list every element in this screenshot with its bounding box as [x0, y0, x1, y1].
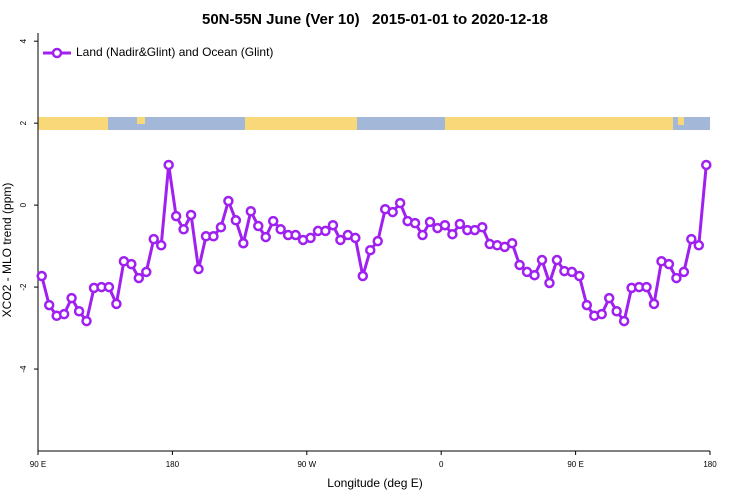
- data-point: [409, 217, 421, 229]
- data-point: [417, 229, 428, 241]
- data-point: [185, 209, 197, 221]
- data-point: [350, 232, 361, 244]
- data-point: [253, 220, 264, 232]
- data-point: [394, 197, 406, 209]
- data-point: [671, 272, 682, 284]
- data-point: [133, 272, 145, 284]
- data-point: [648, 298, 660, 310]
- y-axis-label: XCO2 - MLO trend (ppm): [0, 183, 14, 318]
- land-ocean-strip: [38, 117, 710, 130]
- y-tick-label: -4: [19, 365, 28, 373]
- data-point: [365, 244, 376, 256]
- data-point: [58, 308, 70, 320]
- data-point: [454, 218, 466, 230]
- data-point: [223, 195, 234, 207]
- data-point: [678, 266, 690, 278]
- data-point: [514, 259, 525, 271]
- data-point: [327, 219, 339, 231]
- x-tick-label: 90 E: [567, 460, 583, 469]
- data-point: [686, 233, 697, 245]
- data-point: [267, 215, 279, 227]
- y-tick-label: 4: [19, 38, 28, 43]
- data-point: [43, 299, 55, 311]
- data-point: [73, 306, 85, 317]
- data-point: [36, 270, 47, 282]
- data-point: [663, 258, 675, 270]
- data-point: [529, 269, 540, 281]
- data-point: [208, 231, 219, 242]
- data-point: [641, 281, 652, 293]
- data-point: [148, 233, 159, 245]
- data-point: [574, 270, 585, 282]
- data-point: [126, 258, 137, 270]
- legend-label: Land (Nadir&Glint) and Ocean (Glint): [76, 45, 273, 59]
- data-point: [477, 221, 488, 233]
- y-tick-label: -2: [19, 283, 28, 291]
- data-point: [536, 254, 548, 266]
- data-point: [178, 224, 189, 235]
- data-point: [66, 292, 77, 304]
- data-point: [215, 221, 227, 233]
- y-tick-label: 0: [19, 202, 28, 207]
- data-point: [275, 224, 286, 235]
- data-point: [155, 240, 167, 251]
- data-point: [424, 216, 436, 228]
- data-point: [81, 315, 92, 327]
- data-point: [305, 232, 316, 244]
- data-point: [596, 308, 607, 320]
- data-point: [103, 281, 115, 293]
- data-point: [111, 298, 122, 310]
- data-point: [357, 270, 369, 282]
- data-point: [701, 159, 712, 171]
- legend-marker: [51, 47, 63, 59]
- data-point: [581, 299, 593, 311]
- data-point: [618, 315, 630, 327]
- x-tick-label: 90 W: [297, 460, 316, 469]
- data-point: [141, 266, 152, 278]
- x-tick-label: 180: [703, 460, 717, 469]
- data-point: [163, 159, 174, 171]
- data-point: [566, 266, 578, 278]
- data-point: [372, 235, 383, 247]
- data-point: [260, 231, 271, 243]
- data-point: [320, 225, 331, 237]
- data-point: [193, 263, 204, 275]
- data-point: [335, 234, 346, 246]
- x-tick-label: 90 E: [30, 460, 46, 469]
- data-point: [387, 206, 398, 218]
- data-point: [238, 237, 249, 249]
- x-tick-label: 0: [439, 460, 444, 469]
- data-point: [611, 306, 622, 317]
- data-point: [506, 237, 518, 249]
- data-point: [290, 229, 301, 241]
- x-axis-label: Longitude (deg E): [327, 476, 422, 490]
- data-point: [439, 219, 451, 231]
- chart-title: 50N-55N June (Ver 10) 2015-01-01 to 2020…: [202, 11, 548, 28]
- x-tick-label: 180: [166, 460, 180, 469]
- data-point: [230, 215, 242, 226]
- data-point: [447, 228, 458, 240]
- data-point: [245, 206, 257, 217]
- data-point: [170, 210, 182, 222]
- data-point: [551, 254, 563, 266]
- data-point: [693, 240, 705, 251]
- data-point: [603, 292, 615, 304]
- y-tick-label: 2: [19, 120, 28, 125]
- data-point: [544, 277, 555, 289]
